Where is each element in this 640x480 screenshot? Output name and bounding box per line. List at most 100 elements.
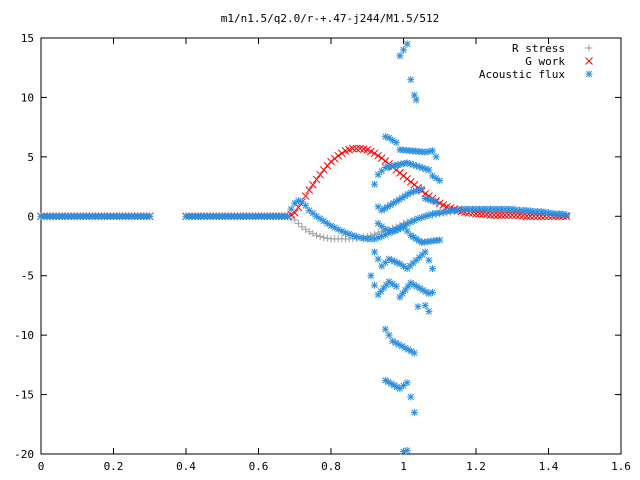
data-point [399, 290, 407, 298]
data-point [429, 172, 436, 180]
data-point [432, 198, 440, 206]
legend-marker [585, 57, 593, 65]
y-tick-label: 15 [21, 32, 34, 45]
data-point [352, 144, 361, 153]
data-point [410, 408, 418, 416]
x-tick-label: 0.6 [249, 460, 269, 473]
data-point [287, 205, 295, 213]
x-tick-label: 1.4 [539, 460, 559, 473]
data-point [316, 232, 324, 240]
data-point [493, 211, 502, 219]
data-point [403, 40, 411, 48]
data-point [421, 301, 429, 309]
data-point [305, 228, 313, 236]
y-tick-label: 10 [21, 91, 34, 104]
data-point [497, 211, 506, 219]
data-point [425, 256, 433, 264]
data-point [392, 139, 400, 147]
data-point [425, 166, 433, 174]
data-point [294, 219, 302, 227]
data-point [388, 162, 396, 170]
data-point [421, 248, 429, 256]
data-point [320, 234, 328, 242]
y-tick-label: -10 [14, 329, 34, 342]
data-point [396, 52, 404, 60]
data-point [407, 76, 415, 84]
data-point [146, 212, 154, 220]
data-point [486, 211, 495, 219]
legend-label: G work [525, 55, 565, 68]
legend-marker [585, 70, 593, 78]
data-point [407, 393, 415, 401]
data-point [367, 272, 375, 280]
data-point [291, 199, 299, 207]
data-point [401, 286, 409, 294]
y-tick-label: -5 [21, 270, 34, 283]
data-point [508, 211, 517, 219]
axis-ticks: 0 0.2 0.4 0.6 0.8 1 1.2 1.4 1.6 15 10 5 0 -5 -10 -15 -20 [14, 32, 631, 473]
x-tick-label: 0.8 [321, 460, 341, 473]
data-point [436, 177, 444, 185]
data-point [563, 211, 571, 219]
data-point [432, 153, 440, 161]
data-point [389, 280, 397, 288]
data-point [338, 149, 346, 158]
data-point [294, 197, 302, 205]
data-point [323, 234, 331, 242]
data-point [363, 145, 372, 154]
data-point [370, 149, 379, 158]
data-point [396, 260, 404, 268]
data-point [305, 186, 314, 194]
data-point [414, 215, 422, 223]
x-tick-label: 0 [38, 460, 45, 473]
data-point [284, 212, 291, 220]
data-point [396, 293, 404, 301]
data-point [403, 446, 411, 454]
data-point [371, 180, 378, 188]
data-point [432, 174, 440, 182]
data-point [522, 212, 531, 221]
data-point [374, 255, 382, 263]
data-point [378, 232, 386, 240]
data-point [418, 185, 426, 193]
data-point [400, 46, 407, 54]
data-point [371, 248, 378, 256]
data-point [385, 134, 393, 142]
data-point [392, 282, 400, 290]
data-point [302, 225, 310, 233]
data-point [501, 211, 509, 219]
x-tick-label: 1 [400, 460, 407, 473]
data-point [414, 303, 422, 311]
data-point [490, 211, 498, 219]
data-point [439, 201, 448, 209]
data-point [429, 147, 436, 155]
plot-frame [40, 37, 622, 455]
data-point [313, 231, 320, 239]
data-point [394, 161, 402, 169]
legend-label: R stress [512, 42, 565, 55]
data-point [374, 151, 382, 160]
y-tick-label: -20 [14, 448, 34, 461]
x-tick-label: 0.2 [104, 460, 124, 473]
data-point [291, 216, 299, 224]
y-tick-label: 0 [27, 210, 34, 223]
data-point [323, 219, 331, 227]
data-point [429, 288, 436, 296]
data-point [316, 170, 324, 179]
x-tick-label: 1.6 [611, 460, 631, 473]
data-point [381, 325, 389, 333]
data-point [389, 228, 397, 236]
data-point [309, 180, 317, 189]
data-point [301, 192, 310, 200]
legend-label: Acoustic flux [479, 68, 565, 81]
data-point [302, 202, 310, 210]
data-point [410, 349, 418, 357]
data-point [367, 147, 375, 156]
data-point [404, 190, 412, 198]
legend-marker [585, 44, 593, 52]
data-point [416, 284, 424, 292]
data-point [400, 262, 407, 270]
data-point [342, 229, 349, 237]
